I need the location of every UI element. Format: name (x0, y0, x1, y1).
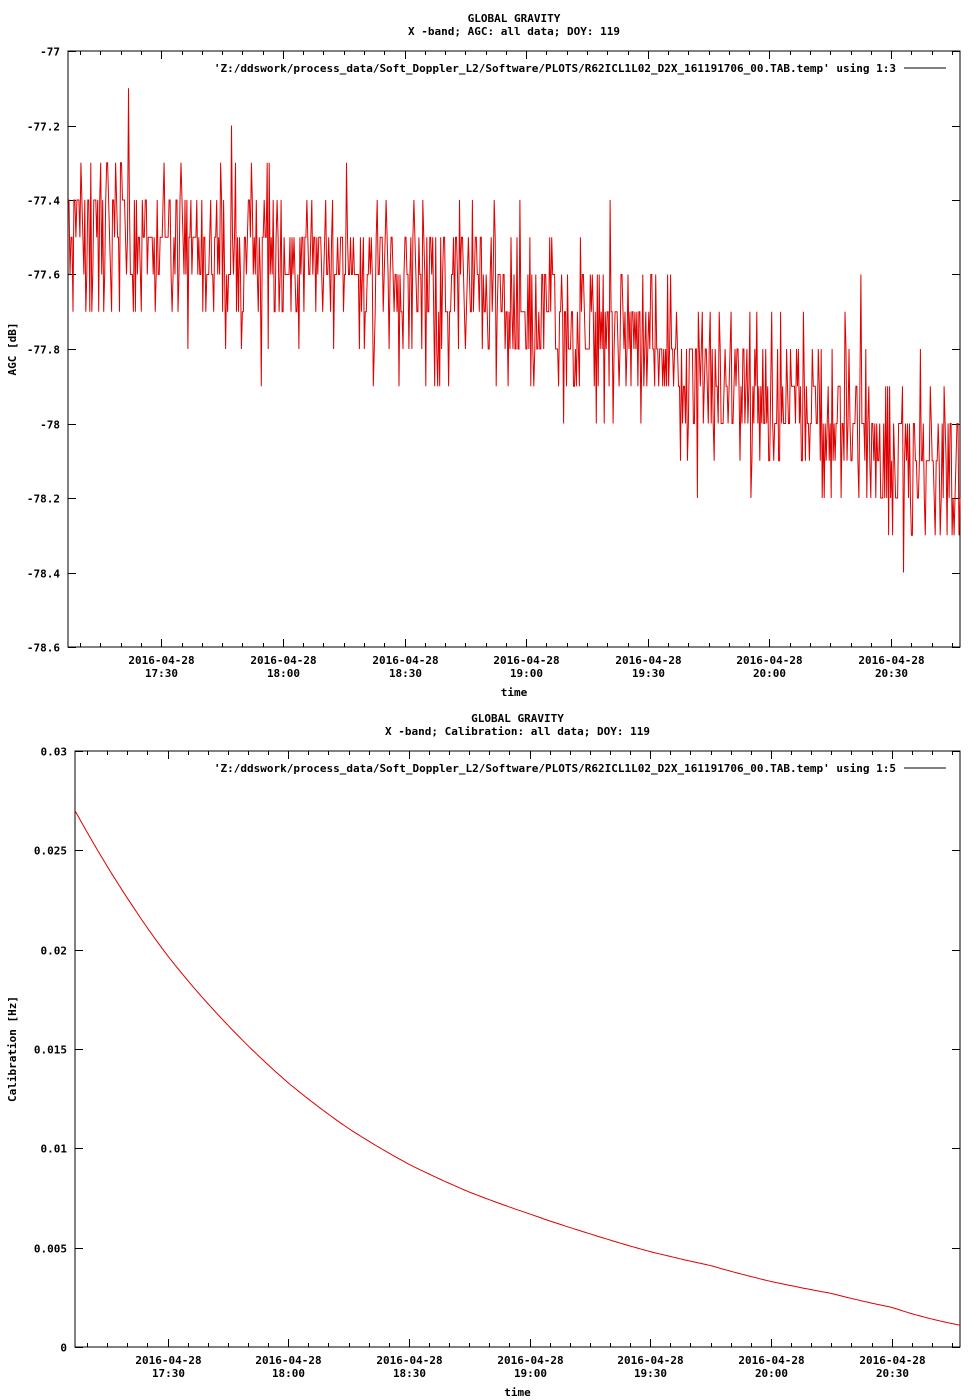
agc-x-tick-time: 20:00 (753, 667, 786, 680)
agc-x-tick-time: 17:30 (145, 667, 178, 680)
calibration-x-tick-time: 17:30 (152, 1367, 185, 1380)
agc-chart: GLOBAL GRAVITY X -band; AGC: all data; D… (6, 12, 961, 699)
calibration-series-line (74, 810, 961, 1326)
agc-x-axis-label: time (501, 686, 528, 699)
agc-x-tick-date: 2016-04-28 (372, 654, 438, 667)
calibration-x-tick-date: 2016-04-28 (617, 1354, 683, 1367)
agc-x-tick-date: 2016-04-28 (250, 654, 316, 667)
agc-series-line (68, 88, 961, 573)
agc-x-tick-time: 18:00 (267, 667, 300, 680)
agc-y-tick-label: -77.6 (27, 269, 60, 282)
agc-x-tick-date: 2016-04-28 (493, 654, 559, 667)
calibration-y-tick-label: 0.005 (34, 1243, 67, 1256)
agc-y-tick-label: -78.6 (27, 642, 60, 655)
calibration-x-tick-time: 20:30 (876, 1367, 909, 1380)
agc-y-tick-label: -77.8 (27, 344, 60, 357)
calibration-x-tick-date: 2016-04-28 (255, 1354, 321, 1367)
agc-legend-label: 'Z:/ddswork/process_data/Soft_Doppler_L2… (214, 62, 896, 75)
calibration-x-tick-date: 2016-04-28 (376, 1354, 442, 1367)
agc-y-tick-label: -78.2 (27, 493, 60, 506)
agc-chart-subtitle: X -band; AGC: all data; DOY: 119 (408, 25, 620, 38)
agc-x-tick-time: 18:30 (389, 667, 422, 680)
calibration-x-tick-date: 2016-04-28 (135, 1354, 201, 1367)
agc-x-tick-time: 19:00 (510, 667, 543, 680)
agc-x-tick-time: 20:30 (875, 667, 908, 680)
calibration-plot-frame (74, 750, 961, 1348)
agc-y-tick-label: -77 (40, 46, 60, 59)
calibration-x-tick-time: 19:00 (514, 1367, 547, 1380)
calibration-y-axis-label: Calibration [Hz] (6, 996, 19, 1102)
calibration-chart-subtitle: X -band; Calibration: all data; DOY: 119 (385, 725, 650, 738)
agc-x-tick-date: 2016-04-28 (858, 654, 924, 667)
calibration-y-tick-label: 0 (60, 1342, 67, 1355)
calibration-x-tick-time: 19:30 (634, 1367, 667, 1380)
agc-y-tick-label: -77.2 (27, 121, 60, 134)
agc-chart-title: GLOBAL GRAVITY (468, 12, 561, 25)
calibration-chart: GLOBAL GRAVITY X -band; Calibration: all… (6, 712, 961, 1399)
agc-x-tick-date: 2016-04-28 (615, 654, 681, 667)
calibration-y-tick-label: 0.02 (41, 945, 68, 958)
agc-y-tick-label: -77.4 (27, 195, 60, 208)
calibration-x-tick-date: 2016-04-28 (859, 1354, 925, 1367)
agc-x-tick-date: 2016-04-28 (128, 654, 194, 667)
calibration-x-axis-label: time (504, 1386, 531, 1399)
agc-plot-frame (67, 50, 961, 648)
calibration-legend-label: 'Z:/ddswork/process_data/Soft_Doppler_L2… (214, 762, 896, 775)
calibration-x-tick-date: 2016-04-28 (497, 1354, 563, 1367)
calibration-x-tick-time: 18:30 (393, 1367, 426, 1380)
agc-y-tick-label: -78.4 (27, 568, 60, 581)
calibration-y-tick-label: 0.025 (34, 845, 67, 858)
agc-y-axis-label: AGC [dB] (6, 323, 19, 376)
agc-y-tick-label: -78 (40, 419, 60, 432)
calibration-x-tick-time: 18:00 (272, 1367, 305, 1380)
calibration-x-tick-date: 2016-04-28 (738, 1354, 804, 1367)
calibration-y-tick-label: 0.01 (41, 1143, 68, 1156)
calibration-y-tick-label: 0.03 (41, 746, 68, 759)
agc-x-tick-date: 2016-04-28 (736, 654, 802, 667)
calibration-x-tick-time: 20:00 (755, 1367, 788, 1380)
agc-x-tick-time: 19:30 (632, 667, 665, 680)
calibration-y-tick-label: 0.015 (34, 1044, 67, 1057)
calibration-chart-title: GLOBAL GRAVITY (471, 712, 564, 725)
